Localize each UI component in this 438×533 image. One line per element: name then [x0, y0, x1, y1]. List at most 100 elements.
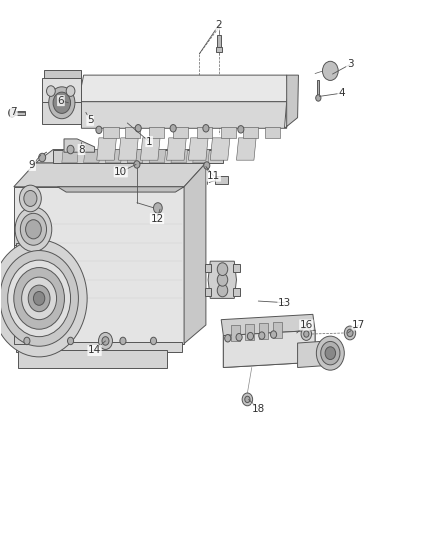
Polygon shape: [208, 261, 237, 298]
Text: 3: 3: [346, 60, 353, 69]
Circle shape: [321, 342, 340, 365]
Polygon shape: [62, 150, 78, 163]
Text: 14: 14: [88, 345, 101, 356]
Circle shape: [19, 185, 41, 212]
Polygon shape: [197, 127, 212, 138]
Text: 10: 10: [114, 167, 127, 177]
Circle shape: [0, 240, 87, 357]
Polygon shape: [184, 163, 206, 344]
Polygon shape: [14, 320, 38, 344]
Polygon shape: [237, 138, 256, 160]
Polygon shape: [259, 323, 268, 339]
Text: 5: 5: [87, 115, 93, 125]
Circle shape: [46, 86, 55, 96]
Polygon shape: [223, 330, 315, 368]
Circle shape: [25, 220, 41, 239]
Circle shape: [304, 331, 309, 337]
Polygon shape: [119, 138, 138, 160]
Text: 6: 6: [58, 95, 64, 106]
Polygon shape: [149, 127, 164, 138]
Polygon shape: [16, 342, 182, 352]
Circle shape: [322, 61, 338, 80]
Circle shape: [347, 329, 353, 337]
Circle shape: [39, 154, 46, 162]
Polygon shape: [273, 322, 282, 338]
Circle shape: [271, 331, 277, 338]
Circle shape: [24, 190, 37, 206]
Polygon shape: [103, 127, 119, 138]
Polygon shape: [13, 111, 25, 115]
Circle shape: [102, 337, 109, 345]
Polygon shape: [217, 35, 221, 47]
Polygon shape: [210, 138, 230, 160]
Polygon shape: [14, 187, 184, 344]
Circle shape: [135, 125, 141, 132]
Text: 2: 2: [215, 20, 223, 30]
Circle shape: [238, 126, 244, 133]
Circle shape: [20, 213, 46, 245]
Polygon shape: [42, 102, 81, 124]
Polygon shape: [265, 127, 280, 138]
Polygon shape: [125, 127, 141, 138]
Text: 1: 1: [146, 136, 152, 147]
Polygon shape: [57, 187, 184, 192]
Circle shape: [245, 396, 250, 402]
Circle shape: [204, 162, 210, 169]
Polygon shape: [205, 288, 211, 296]
Circle shape: [96, 126, 102, 134]
Circle shape: [203, 125, 209, 132]
Circle shape: [28, 285, 50, 312]
Polygon shape: [106, 150, 122, 163]
Circle shape: [242, 393, 253, 406]
Circle shape: [150, 337, 156, 345]
Polygon shape: [18, 351, 166, 368]
Circle shape: [24, 337, 30, 345]
Circle shape: [0, 251, 78, 346]
Circle shape: [170, 125, 176, 132]
Polygon shape: [64, 139, 95, 152]
Circle shape: [316, 336, 344, 370]
Polygon shape: [231, 325, 240, 341]
Polygon shape: [188, 138, 208, 160]
Polygon shape: [297, 341, 328, 368]
Polygon shape: [233, 288, 240, 296]
Polygon shape: [205, 264, 211, 272]
Circle shape: [15, 207, 52, 252]
Polygon shape: [81, 102, 287, 128]
Polygon shape: [223, 330, 315, 368]
Circle shape: [301, 328, 311, 341]
Circle shape: [67, 337, 74, 345]
Polygon shape: [221, 127, 237, 138]
Polygon shape: [81, 75, 289, 102]
Circle shape: [14, 268, 64, 329]
Circle shape: [225, 335, 231, 342]
Text: 4: 4: [338, 88, 345, 98]
Text: 9: 9: [29, 160, 35, 171]
Polygon shape: [44, 70, 81, 78]
Circle shape: [259, 332, 265, 340]
Text: 11: 11: [207, 171, 220, 181]
Text: 12: 12: [150, 214, 164, 224]
Polygon shape: [42, 78, 81, 102]
Circle shape: [344, 326, 356, 340]
Circle shape: [217, 284, 228, 297]
Circle shape: [49, 87, 75, 119]
Circle shape: [67, 146, 74, 154]
Circle shape: [153, 203, 162, 213]
Polygon shape: [245, 324, 254, 340]
Circle shape: [8, 260, 71, 337]
Polygon shape: [216, 47, 222, 52]
Circle shape: [66, 86, 75, 96]
Polygon shape: [285, 75, 298, 128]
Circle shape: [21, 277, 57, 320]
Text: 18: 18: [252, 404, 265, 414]
Circle shape: [120, 337, 126, 345]
Circle shape: [325, 347, 336, 360]
Circle shape: [53, 92, 71, 114]
Polygon shape: [35, 150, 223, 163]
Text: 7: 7: [11, 107, 17, 117]
Polygon shape: [14, 163, 206, 187]
Polygon shape: [16, 243, 44, 266]
Circle shape: [33, 292, 45, 305]
Circle shape: [236, 334, 242, 341]
